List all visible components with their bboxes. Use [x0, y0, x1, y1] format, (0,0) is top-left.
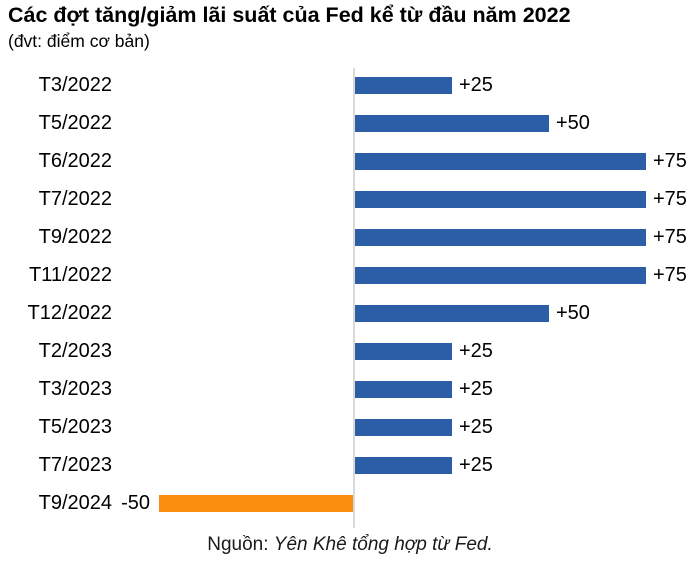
- category-label: T2/2023: [38, 340, 112, 362]
- value-label: +25: [459, 340, 493, 362]
- positive-bar: [355, 267, 646, 284]
- chart-title: Các đợt tăng/giảm lãi suất của Fed kể từ…: [8, 3, 571, 27]
- category-label: T11/2022: [28, 264, 112, 286]
- chart-unit-subtitle: (đvt: điểm cơ bản): [8, 31, 150, 51]
- bar-row: T12/2022 +50: [0, 294, 700, 332]
- value-label: +25: [459, 454, 493, 476]
- category-label: T9/2022: [38, 226, 112, 248]
- positive-bar: [355, 77, 452, 94]
- value-label: +25: [459, 74, 493, 96]
- bar-row: T7/2023 +25: [0, 446, 700, 484]
- category-label: T7/2022: [38, 188, 112, 210]
- value-label: +50: [556, 112, 590, 134]
- category-label: T6/2022: [38, 150, 112, 172]
- positive-bar: [355, 343, 452, 360]
- bar-chart: T3/2022 +25 T5/2022 +50 T6/2022 +75 T7/2022 +75…: [0, 66, 700, 528]
- bar-row: T3/2022 +25: [0, 66, 700, 104]
- bar-row: T2/2023 +25: [0, 332, 700, 370]
- category-label: T5/2022: [38, 112, 112, 134]
- negative-bar: [159, 495, 353, 512]
- value-label: -50: [121, 492, 150, 514]
- positive-bar: [355, 419, 452, 436]
- value-label: +75: [653, 264, 687, 286]
- bar-row: T5/2022 +50: [0, 104, 700, 142]
- bar-row: T7/2022 +75: [0, 180, 700, 218]
- category-label: T3/2022: [38, 74, 112, 96]
- positive-bar: [355, 381, 452, 398]
- positive-bar: [355, 457, 452, 474]
- category-label: T12/2022: [27, 302, 112, 324]
- positive-bar: [355, 305, 549, 322]
- positive-bar: [355, 153, 646, 170]
- value-label: +75: [653, 226, 687, 248]
- positive-bar: [355, 191, 646, 208]
- bar-row: T5/2023 +25: [0, 408, 700, 446]
- positive-bar: [355, 229, 646, 246]
- bar-row: T3/2023 +25: [0, 370, 700, 408]
- source-prefix: Nguồn:: [207, 534, 274, 555]
- category-label: T9/2024: [38, 492, 112, 514]
- value-label: +25: [459, 416, 493, 438]
- bar-row: T11/2022 +75: [0, 256, 700, 294]
- bar-row: T9/2022 +75: [0, 218, 700, 256]
- source-text: Yên Khê tổng hợp từ Fed.: [273, 534, 493, 555]
- value-label: +75: [653, 188, 687, 210]
- category-label: T5/2023: [38, 416, 112, 438]
- category-label: T7/2023: [38, 454, 112, 476]
- bar-row: T9/2024 -50: [0, 484, 700, 522]
- zero-axis-line: [353, 68, 355, 528]
- bar-row: T6/2022 +75: [0, 142, 700, 180]
- category-label: T3/2023: [38, 378, 112, 400]
- value-label: +75: [653, 150, 687, 172]
- value-label: +25: [459, 378, 493, 400]
- positive-bar: [355, 115, 549, 132]
- value-label: +50: [556, 302, 590, 324]
- source-note: Nguồn: Yên Khê tổng hợp từ Fed.: [0, 534, 700, 556]
